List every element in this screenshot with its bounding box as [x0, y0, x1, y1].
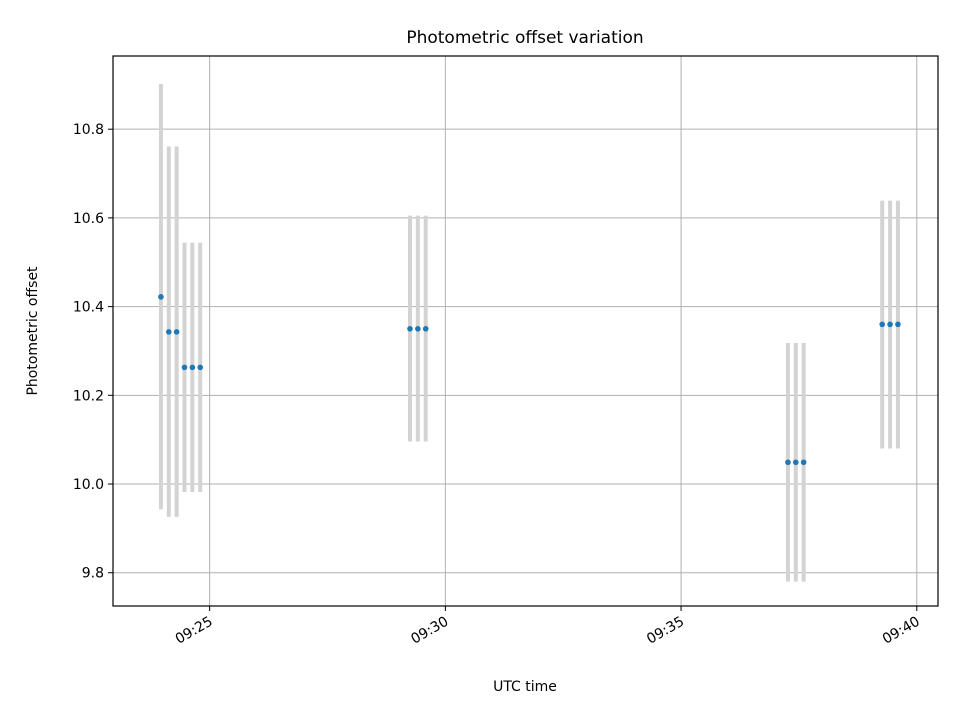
x-axis-label: UTC time — [493, 679, 557, 695]
data-point — [407, 325, 413, 332]
data-point — [415, 325, 421, 332]
data-point — [895, 321, 901, 328]
data-point — [800, 459, 807, 466]
y-tick-label: 9.8 — [82, 566, 104, 582]
data-point — [189, 364, 196, 371]
data-point — [158, 294, 164, 300]
data-point — [792, 459, 799, 466]
y-tick-label: 10.4 — [73, 300, 104, 316]
data-point — [173, 329, 180, 335]
grid-lines — [113, 56, 938, 606]
data-points — [158, 294, 901, 466]
data-point — [879, 321, 886, 328]
plot-frame — [112, 55, 939, 607]
y-tick-label: 10.8 — [73, 122, 104, 138]
data-point — [887, 321, 893, 328]
data-point — [785, 459, 791, 466]
y-tick-label: 10.2 — [73, 388, 104, 404]
y-axis-label: Photometric offset — [25, 266, 41, 396]
y-tick-label: 10.6 — [73, 211, 104, 227]
data-point — [197, 364, 204, 371]
data-point — [422, 325, 429, 332]
y-tick-label: 10.0 — [73, 477, 104, 493]
data-point — [181, 364, 188, 371]
data-point — [165, 329, 172, 335]
chart-title: Photometric offset variation — [406, 28, 643, 48]
